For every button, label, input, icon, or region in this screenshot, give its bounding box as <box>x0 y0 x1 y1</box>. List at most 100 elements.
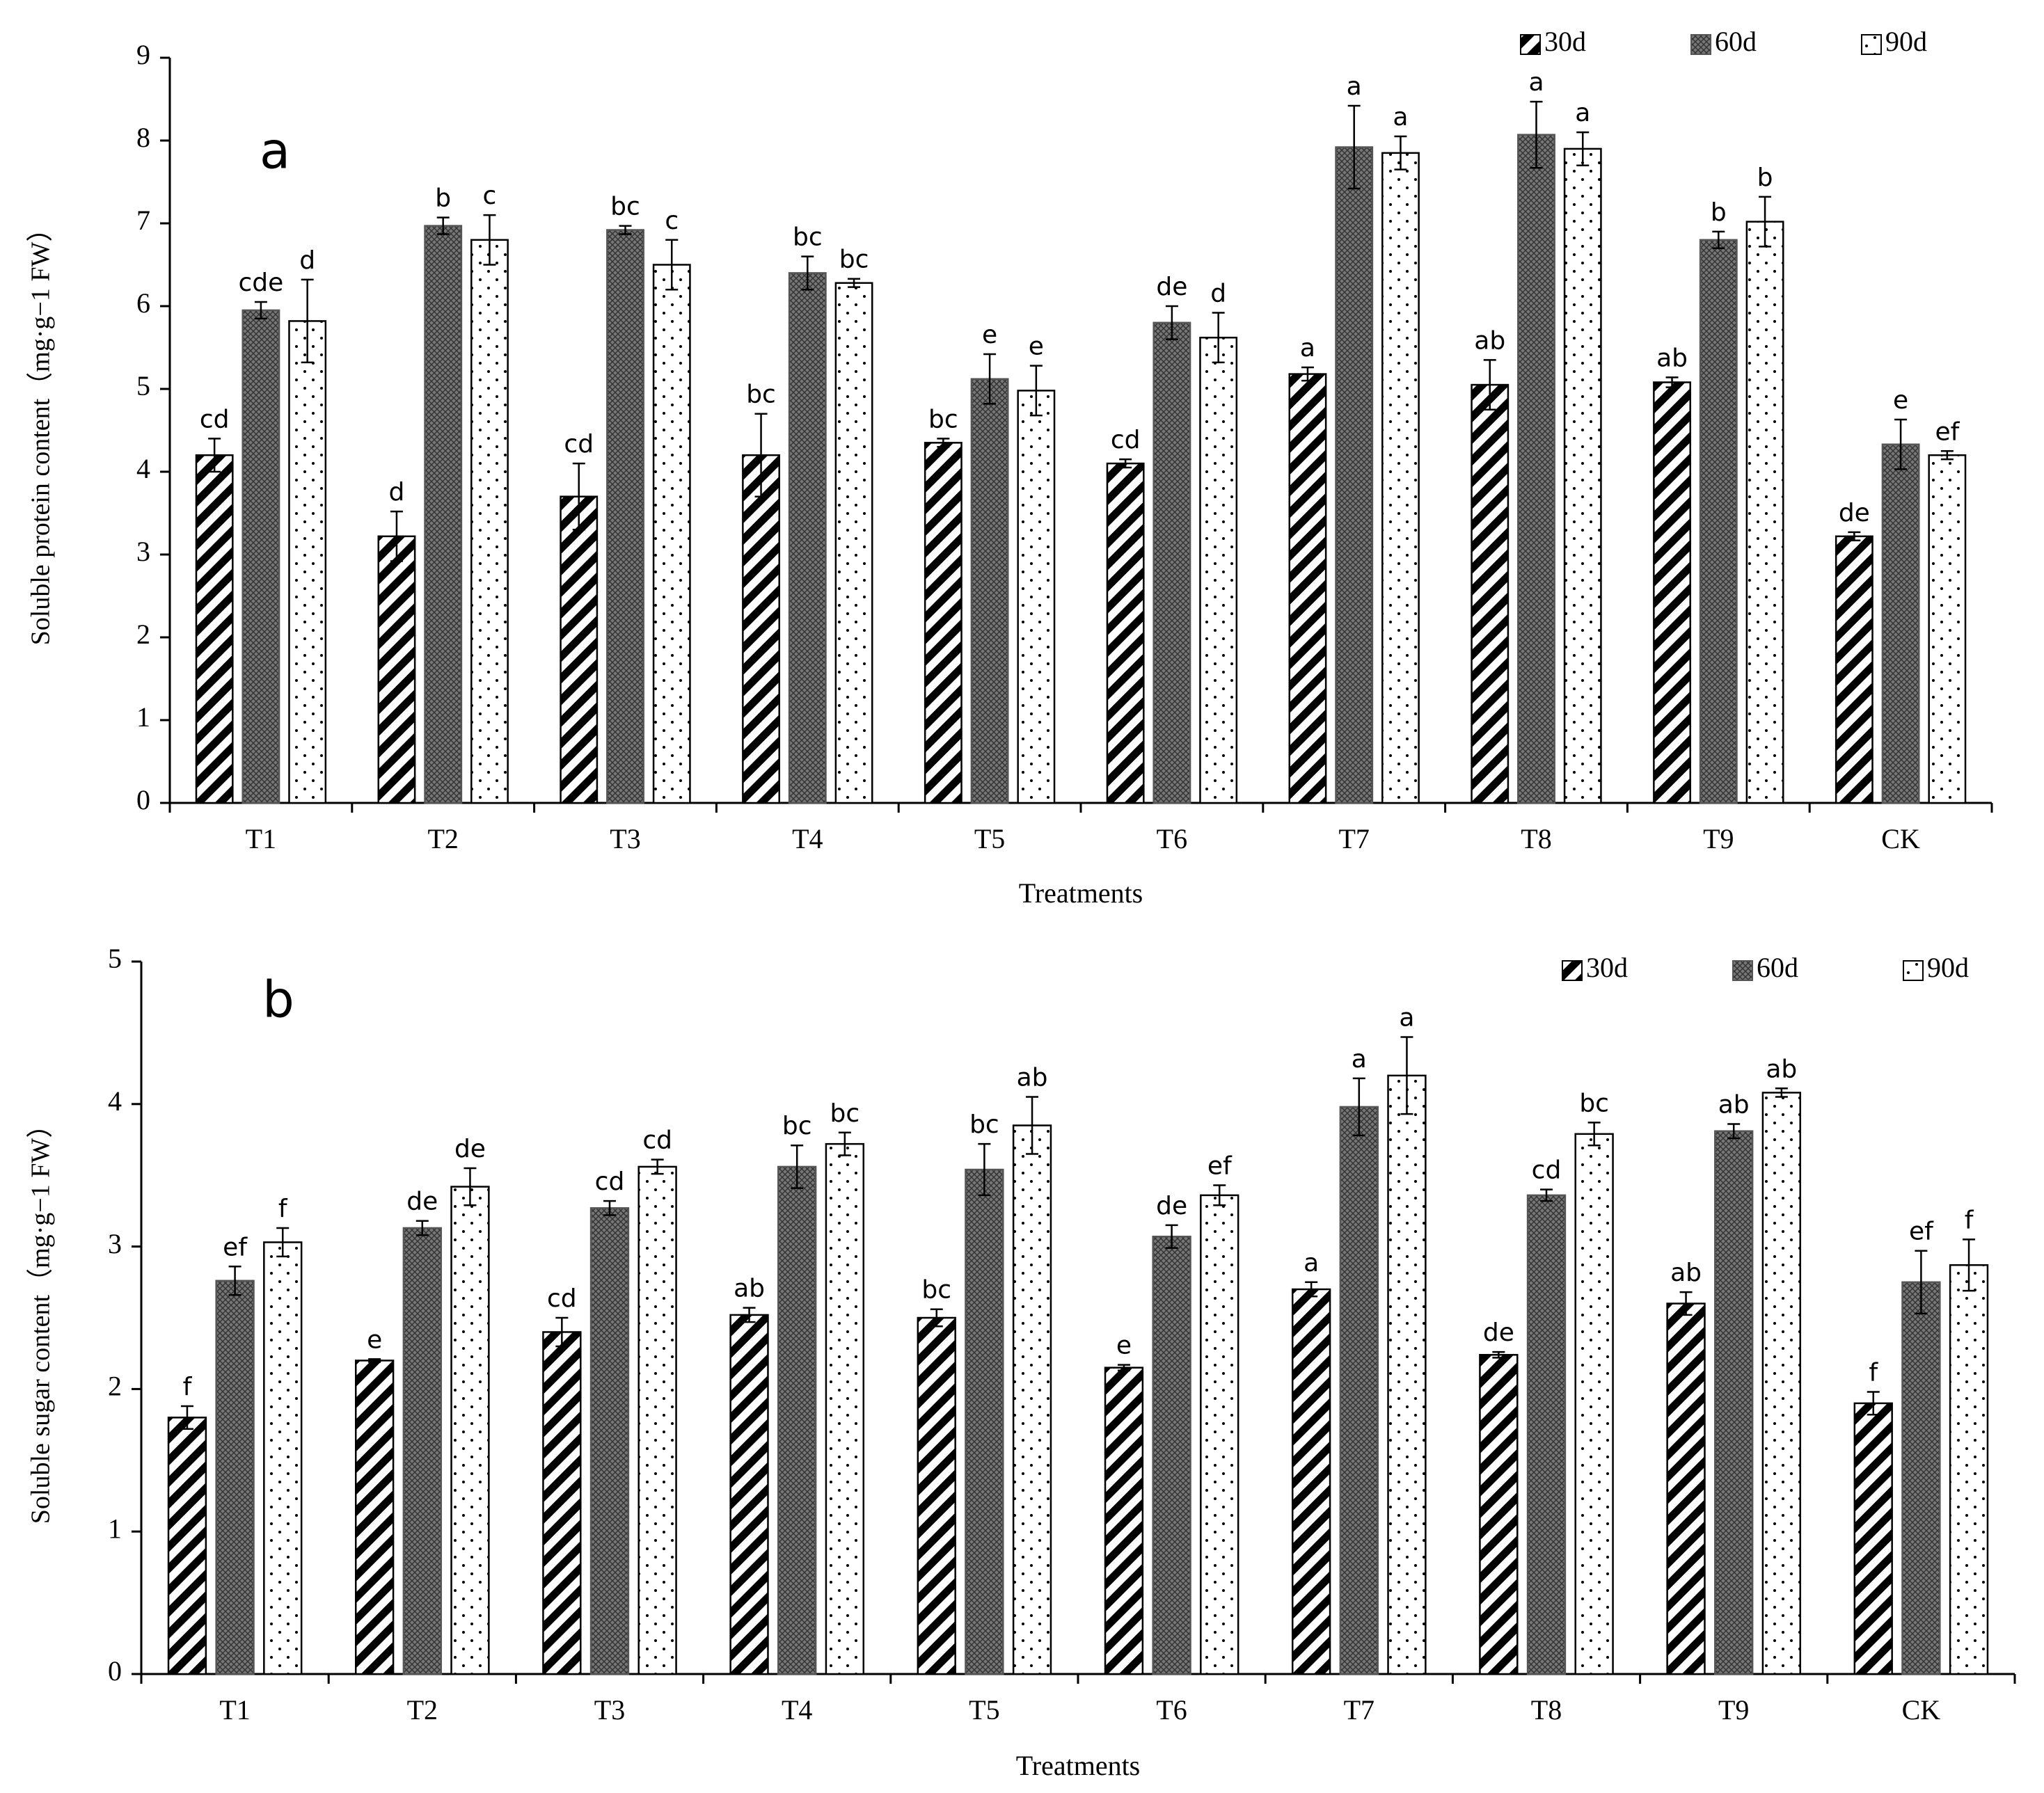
bar <box>560 495 599 804</box>
significance-letter: e <box>982 321 997 349</box>
significance-letter: bc <box>610 193 640 221</box>
error-bar <box>1026 1096 1039 1155</box>
bar <box>788 272 827 804</box>
bar <box>1714 1130 1754 1675</box>
y-tick-label: 4 <box>108 1085 122 1117</box>
legend-swatch <box>1690 34 1711 55</box>
error-bar <box>937 438 950 448</box>
y-tick-label: 5 <box>108 943 122 974</box>
legend-label: 90d <box>1885 26 1927 57</box>
y-tick-label: 4 <box>136 453 150 484</box>
legend-label: 30d <box>1586 952 1628 983</box>
significance-letter: ab <box>734 1275 765 1303</box>
error-bar <box>1347 104 1361 190</box>
significance-letter: f <box>1965 1206 1974 1234</box>
significance-letter: cde <box>239 269 284 297</box>
significance-letter: a <box>1575 99 1590 127</box>
error-bar <box>1165 305 1178 340</box>
error-bar <box>848 278 861 288</box>
y-tick-label: 5 <box>136 370 150 401</box>
significance-letter: de <box>1483 1318 1514 1347</box>
bar <box>215 1280 255 1675</box>
bar <box>777 1165 817 1675</box>
significance-letter: ab <box>1656 344 1688 372</box>
error-bar <box>754 413 768 497</box>
bar <box>1901 1281 1941 1675</box>
significance-letter: a <box>1399 1004 1414 1033</box>
significance-letter: ab <box>1718 1090 1750 1119</box>
y-tick-label: 0 <box>108 1655 122 1687</box>
error-bar <box>983 353 997 405</box>
x-tick-label: T3 <box>610 823 640 854</box>
error-bar <box>1940 450 1954 461</box>
error-bar <box>464 1167 477 1206</box>
error-bar <box>743 1307 756 1323</box>
x-tick-label: T7 <box>1338 823 1369 854</box>
error-bar <box>555 1316 569 1348</box>
bar <box>1387 1074 1427 1675</box>
bar <box>1853 1402 1893 1675</box>
bar <box>1012 1124 1052 1675</box>
error-bar <box>619 225 632 235</box>
significance-letter: e <box>1029 333 1044 361</box>
bar <box>1526 1194 1567 1675</box>
significance-letter: ab <box>1766 1055 1797 1083</box>
significance-letter: bc <box>830 1099 860 1128</box>
bar <box>1949 1264 1989 1675</box>
error-bar <box>651 1158 664 1175</box>
error-bar <box>208 438 221 473</box>
error-bar <box>1665 376 1679 388</box>
bar <box>1881 443 1920 804</box>
x-tick-label: T5 <box>974 823 1005 854</box>
bar <box>1699 239 1738 804</box>
error-bar <box>1352 1077 1365 1137</box>
bar <box>1653 381 1691 804</box>
bar <box>1666 1302 1706 1675</box>
bar <box>970 378 1009 804</box>
error-bar <box>228 1266 241 1296</box>
y-tick-label: 2 <box>136 619 150 650</box>
significance-letter: ef <box>223 1233 248 1261</box>
significance-letter: f <box>278 1195 288 1223</box>
bar <box>1104 1366 1144 1675</box>
bar <box>1152 321 1191 804</box>
significance-letter: cd <box>1111 426 1141 454</box>
bar <box>1517 134 1555 804</box>
error-bar <box>276 1227 290 1258</box>
legend-swatch <box>1732 960 1753 981</box>
x-tick-label: T4 <box>792 823 823 854</box>
significance-letter: e <box>1893 386 1908 415</box>
significance-letter: a <box>1304 1249 1319 1277</box>
bar <box>1563 148 1602 804</box>
error-bar <box>483 214 496 266</box>
significance-letter: c <box>665 207 679 235</box>
error-bar <box>838 1131 851 1156</box>
bar <box>965 1168 1004 1675</box>
x-tick-label: T1 <box>246 823 276 854</box>
significance-letter: cd <box>595 1168 625 1196</box>
significance-letter: ef <box>1207 1152 1233 1181</box>
error-bar <box>603 1200 616 1216</box>
bar <box>1017 390 1056 804</box>
error-bar <box>572 462 585 531</box>
bar <box>606 229 644 804</box>
error-bar <box>180 1405 193 1430</box>
significance-letter: ab <box>1670 1259 1702 1287</box>
bar <box>825 1142 865 1675</box>
y-tick-label: 1 <box>136 701 150 733</box>
y-tick-label: 7 <box>136 205 150 236</box>
y-tick-label: 9 <box>136 39 150 70</box>
error-bar <box>978 1142 991 1197</box>
bar <box>589 1207 630 1675</box>
y-tick-label: 3 <box>108 1228 122 1259</box>
error-bar <box>1530 100 1543 169</box>
significance-letter: b <box>1757 164 1773 192</box>
bar <box>1928 454 1967 804</box>
x-tick-label: T9 <box>1718 1694 1749 1726</box>
legend-swatch <box>1562 960 1583 981</box>
bar <box>1199 336 1238 804</box>
panel-label: a <box>260 122 290 180</box>
significance-letter: f <box>1869 1358 1878 1387</box>
x-tick-label: T6 <box>1157 823 1187 854</box>
significance-letter: bc <box>928 405 958 433</box>
